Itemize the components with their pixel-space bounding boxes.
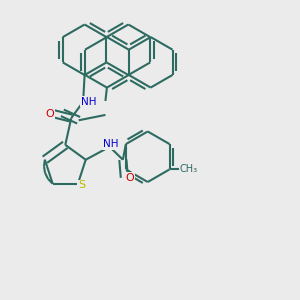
- Text: O: O: [46, 109, 54, 119]
- Text: S: S: [78, 180, 85, 190]
- Text: NH: NH: [81, 97, 96, 107]
- Text: NH: NH: [103, 139, 118, 149]
- Text: CH₃: CH₃: [180, 164, 198, 174]
- Text: O: O: [125, 172, 134, 182]
